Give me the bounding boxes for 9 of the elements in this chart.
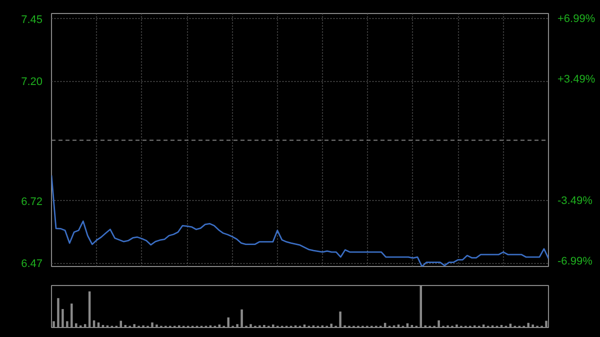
y2-tick-label: -3.49% [558,194,593,207]
y2-tick-label: +6.99% [558,13,596,26]
y2-tick-label: -6.99% [558,255,593,268]
line-series [52,174,548,266]
y2-tick-label: +3.49% [558,74,596,86]
y-tick-label: 7.45 [21,14,43,26]
y-tick-label: 6.47 [21,258,43,270]
y-tick-label: 7.20 [21,76,43,88]
y-tick-label: 6.72 [21,196,43,208]
